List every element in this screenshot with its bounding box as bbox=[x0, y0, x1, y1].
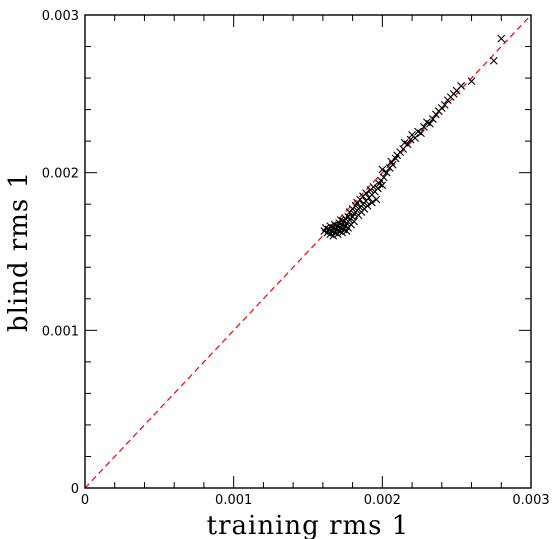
data-point-stroke bbox=[440, 100, 449, 109]
data-point-stroke bbox=[378, 181, 387, 190]
data-point bbox=[350, 217, 358, 226]
data-point bbox=[378, 165, 387, 174]
data-point bbox=[368, 198, 376, 207]
data-point bbox=[388, 160, 397, 169]
data-point bbox=[378, 181, 387, 190]
data-point bbox=[411, 134, 419, 142]
data-point bbox=[440, 100, 449, 109]
data-point-stroke bbox=[414, 127, 422, 136]
data-point-stroke bbox=[420, 123, 428, 131]
data-point-stroke bbox=[489, 56, 498, 65]
data-point-stroke bbox=[373, 184, 382, 193]
data-point-stroke bbox=[379, 173, 388, 182]
data-point bbox=[489, 56, 498, 65]
x-tick-label: 0 bbox=[81, 493, 89, 508]
data-point-stroke bbox=[363, 201, 372, 210]
data-point bbox=[426, 119, 434, 128]
data-point-stroke bbox=[400, 138, 409, 147]
data-point-stroke bbox=[321, 223, 330, 232]
data-point-stroke bbox=[368, 198, 376, 207]
data-point bbox=[403, 140, 412, 149]
data-point-stroke bbox=[382, 168, 391, 177]
x-tick-label: 0.002 bbox=[364, 493, 401, 508]
data-point bbox=[363, 201, 372, 210]
y-tick-label: 0.003 bbox=[42, 9, 79, 24]
y-tick-label: 0 bbox=[71, 482, 79, 497]
x-axis-title: training rms 1 bbox=[207, 511, 410, 539]
data-point-stroke bbox=[417, 129, 425, 138]
data-point bbox=[428, 115, 437, 123]
data-point-stroke bbox=[369, 182, 378, 191]
data-point bbox=[467, 77, 476, 86]
data-point bbox=[406, 135, 415, 144]
data-point-stroke bbox=[330, 220, 339, 229]
data-point-stroke bbox=[372, 195, 381, 204]
data-point-stroke bbox=[406, 135, 415, 144]
data-point bbox=[497, 34, 506, 43]
x-tick-label: 0.001 bbox=[215, 493, 252, 508]
reference-line-y-equals-x bbox=[84, 14, 532, 489]
y-axis-title: blind rms 1 bbox=[4, 171, 34, 332]
data-point-stroke bbox=[336, 216, 345, 224]
data-points-layer bbox=[320, 34, 506, 240]
plot-frame bbox=[84, 14, 532, 489]
data-point-stroke bbox=[378, 165, 387, 174]
ticks-layer bbox=[84, 14, 532, 489]
data-point-stroke bbox=[426, 119, 434, 128]
data-point-stroke bbox=[403, 140, 412, 149]
data-point bbox=[379, 173, 388, 182]
data-point bbox=[372, 195, 381, 204]
x-tick-label: 0.003 bbox=[512, 493, 549, 508]
y-tick-label: 0.001 bbox=[42, 324, 79, 339]
reference-line-layer bbox=[84, 14, 532, 489]
data-point-stroke bbox=[350, 217, 358, 226]
data-point-stroke bbox=[497, 34, 506, 43]
data-point bbox=[420, 123, 428, 131]
data-point bbox=[373, 184, 382, 193]
data-point bbox=[457, 82, 466, 90]
data-point bbox=[382, 168, 391, 177]
y-tick-label: 0.002 bbox=[42, 167, 79, 182]
data-point-stroke bbox=[387, 157, 396, 166]
data-point-stroke bbox=[411, 134, 419, 142]
data-point bbox=[362, 189, 370, 198]
data-point-stroke bbox=[362, 189, 370, 198]
data-point-stroke bbox=[326, 222, 335, 231]
data-point bbox=[369, 182, 378, 191]
data-point-stroke bbox=[467, 77, 476, 86]
data-point-stroke bbox=[388, 160, 397, 169]
data-point-stroke bbox=[423, 118, 431, 127]
data-point-stroke bbox=[457, 82, 466, 90]
data-point-stroke bbox=[428, 115, 437, 123]
data-point bbox=[417, 129, 425, 138]
tick-labels-layer: 0 0.001 0.002 0.003 0 0.001 0.002 0.003 bbox=[42, 9, 550, 508]
